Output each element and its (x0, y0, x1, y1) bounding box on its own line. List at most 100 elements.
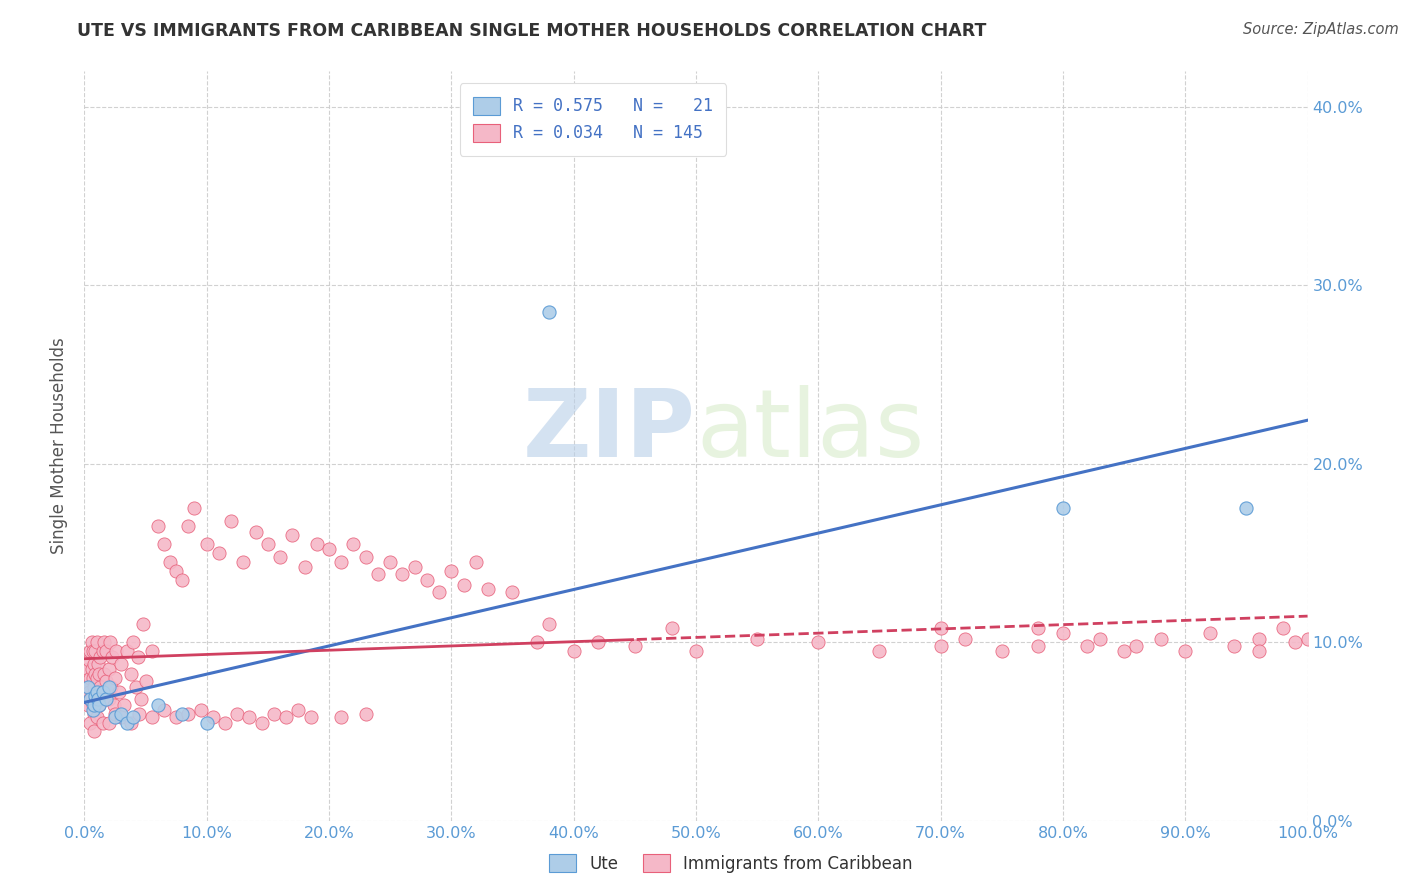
Point (87, 685, 110, 699)
Point (96, 692, 118, 706)
Point (87, 657, 110, 671)
Point (110, 706, 132, 721)
Point (807, 635, 830, 649)
Point (869, 644, 891, 658)
Text: ZIP: ZIP (523, 385, 696, 477)
Point (128, 706, 150, 721)
Point (159, 555, 181, 569)
Point (104, 710, 127, 724)
Point (84, 698, 107, 712)
Point (195, 537, 218, 551)
Point (1284, 635, 1306, 649)
Point (87, 698, 110, 712)
Point (208, 546, 231, 560)
Point (79, 692, 101, 706)
Point (91, 685, 114, 699)
Point (129, 692, 152, 706)
Point (245, 524, 267, 539)
Point (91, 644, 114, 658)
Point (257, 537, 280, 551)
Point (269, 549, 291, 564)
Point (416, 573, 439, 587)
Point (98, 635, 121, 649)
Point (120, 715, 142, 730)
Point (232, 555, 254, 569)
Point (263, 706, 285, 721)
Point (177, 519, 200, 533)
Point (77, 653, 100, 667)
Text: Source: ZipAtlas.com: Source: ZipAtlas.com (1243, 22, 1399, 37)
Point (464, 555, 486, 569)
Y-axis label: Single Mother Households: Single Mother Households (51, 338, 69, 554)
Point (82, 644, 104, 658)
Point (104, 706, 127, 721)
Point (276, 710, 298, 724)
Point (86, 685, 108, 699)
Point (83, 698, 105, 712)
Point (97, 685, 120, 699)
Point (90, 692, 112, 706)
Point (80, 662, 103, 676)
Point (141, 644, 163, 658)
Point (1052, 626, 1074, 640)
Point (526, 635, 548, 649)
Point (103, 698, 125, 712)
Point (97, 715, 120, 730)
Point (96, 644, 118, 658)
Point (427, 585, 450, 599)
Point (165, 564, 187, 578)
Point (96, 674, 118, 689)
Point (97, 662, 120, 676)
Point (125, 680, 148, 694)
Point (929, 639, 952, 653)
Point (100, 680, 122, 694)
Point (122, 710, 145, 724)
Point (1272, 621, 1295, 635)
Point (1223, 639, 1246, 653)
Point (1198, 626, 1220, 640)
Point (87, 698, 110, 712)
Point (84, 689, 107, 703)
Point (79, 644, 101, 658)
Point (747, 632, 769, 646)
Point (135, 674, 157, 689)
Point (1296, 632, 1319, 646)
Point (115, 715, 138, 730)
Point (146, 519, 169, 533)
Point (1247, 632, 1270, 646)
Point (1076, 639, 1098, 653)
Point (219, 514, 242, 528)
Point (330, 710, 353, 724)
Point (624, 639, 647, 653)
Point (97, 680, 120, 694)
Text: atlas: atlas (696, 385, 924, 477)
Point (538, 305, 561, 319)
Point (146, 698, 169, 712)
Point (1236, 501, 1258, 516)
Point (1150, 632, 1173, 646)
Point (1028, 621, 1050, 635)
Point (112, 698, 135, 712)
Point (87, 692, 110, 706)
Point (354, 706, 377, 721)
Point (172, 573, 194, 587)
Point (84, 667, 107, 681)
Point (318, 542, 340, 557)
Point (79, 671, 101, 685)
Point (82, 671, 104, 685)
Point (991, 644, 1014, 658)
Point (101, 649, 124, 664)
Point (86, 692, 108, 706)
Point (1125, 639, 1147, 653)
Point (404, 560, 426, 574)
Point (110, 710, 132, 724)
Point (1174, 644, 1197, 658)
Point (453, 578, 475, 592)
Point (586, 635, 609, 649)
Point (562, 644, 585, 658)
Point (82, 703, 104, 717)
Point (115, 644, 138, 658)
Point (132, 617, 155, 632)
Point (83, 724, 105, 739)
Point (104, 671, 127, 685)
